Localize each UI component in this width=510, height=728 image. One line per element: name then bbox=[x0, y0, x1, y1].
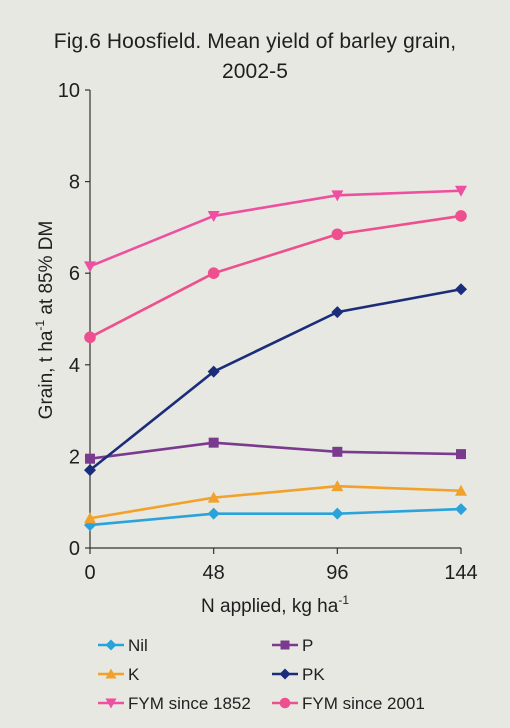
data-point bbox=[85, 453, 95, 464]
data-point bbox=[207, 210, 220, 222]
series-p bbox=[85, 437, 466, 464]
series-layer bbox=[84, 185, 467, 532]
x-tick-label: 144 bbox=[444, 562, 477, 584]
series-k bbox=[84, 480, 467, 524]
data-point bbox=[207, 507, 220, 520]
legend-label: PK bbox=[302, 665, 325, 684]
y-tick-label: 10 bbox=[58, 80, 80, 102]
chart-title-line-1: Fig.6 Hoosfield. Mean yield of barley gr… bbox=[53, 30, 457, 53]
legend-marker bbox=[280, 640, 290, 650]
data-point bbox=[207, 267, 220, 280]
x-tick-label: 96 bbox=[326, 562, 348, 584]
data-point bbox=[456, 449, 466, 460]
data-point bbox=[455, 210, 467, 222]
legend-label: FYM since 1852 bbox=[128, 694, 251, 713]
data-point bbox=[455, 484, 467, 496]
data-point bbox=[455, 185, 467, 197]
data-point bbox=[207, 491, 220, 503]
legend-item: Nil bbox=[98, 636, 148, 655]
data-point bbox=[331, 190, 344, 202]
y-tick-label: 0 bbox=[69, 538, 80, 560]
data-point bbox=[84, 261, 96, 273]
data-point bbox=[84, 512, 96, 524]
chart-title-line-2: 2002-5 bbox=[222, 60, 288, 83]
legend-item: P bbox=[272, 636, 313, 655]
x-tick-label: 48 bbox=[203, 562, 225, 584]
data-point bbox=[84, 464, 96, 477]
data-point bbox=[332, 446, 343, 457]
legend-item: PK bbox=[272, 665, 325, 684]
series-line bbox=[89, 441, 462, 460]
x-axis-label: N applied, kg ha-1 bbox=[201, 593, 349, 617]
legend-item: FYM since 1852 bbox=[98, 694, 251, 713]
data-point bbox=[331, 507, 344, 520]
y-tick-label: 8 bbox=[69, 172, 80, 194]
data-point bbox=[331, 306, 344, 319]
data-point bbox=[455, 503, 467, 516]
legend-marker bbox=[105, 639, 117, 651]
data-point bbox=[84, 331, 96, 344]
legend-marker bbox=[105, 668, 117, 679]
legend-label: FYM since 2001 bbox=[302, 694, 425, 713]
series-fym-since-1852 bbox=[84, 185, 467, 273]
y-tick-label: 6 bbox=[69, 263, 80, 285]
data-point bbox=[208, 437, 219, 448]
x-tick-label: 0 bbox=[84, 562, 95, 584]
y-axis-label: Grain, t ha-1 at 85% DM bbox=[33, 221, 57, 420]
data-point bbox=[455, 283, 467, 296]
legend-item: K bbox=[98, 665, 140, 684]
series-line bbox=[89, 189, 462, 268]
series-nil bbox=[84, 503, 467, 532]
series-line bbox=[89, 214, 462, 339]
legend-label: P bbox=[302, 636, 313, 655]
series-line bbox=[89, 507, 462, 527]
legend-marker bbox=[279, 668, 291, 680]
series-pk bbox=[84, 283, 467, 477]
axes: 0 2 4 6 8 10 0 48 96 144 N applied, kg ha-1 Grain, … bbox=[33, 80, 478, 617]
legend-marker bbox=[105, 698, 117, 709]
legend-item: FYM since 2001 bbox=[272, 694, 425, 713]
series-line bbox=[89, 287, 462, 472]
legend-label: Nil bbox=[128, 636, 148, 655]
data-point bbox=[331, 228, 344, 241]
y-tick-label: 4 bbox=[69, 355, 80, 377]
series-line bbox=[89, 484, 462, 520]
legend-marker bbox=[279, 697, 291, 709]
legend-label: K bbox=[128, 665, 140, 684]
series-fym-since-2001 bbox=[84, 210, 467, 344]
data-point bbox=[207, 365, 220, 378]
y-tick-label: 2 bbox=[69, 446, 80, 468]
data-point bbox=[331, 480, 344, 492]
